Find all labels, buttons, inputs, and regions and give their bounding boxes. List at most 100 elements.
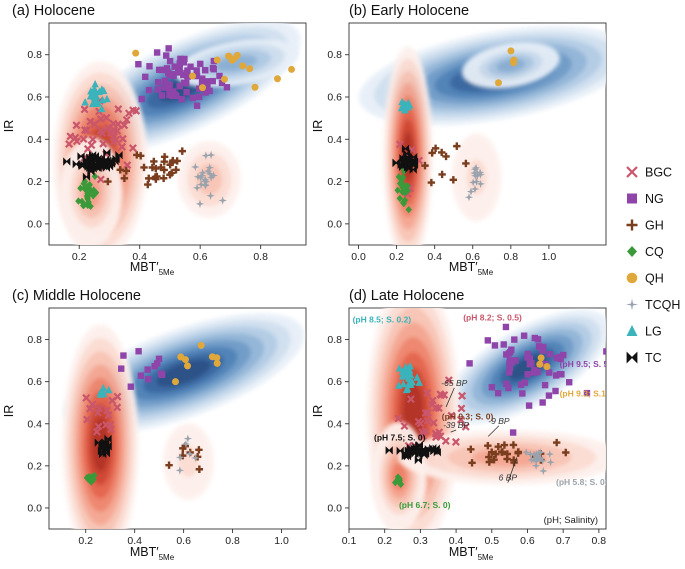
point-tcqh <box>536 448 545 457</box>
series-cq <box>394 164 412 214</box>
point-ng <box>558 371 565 378</box>
legend-marker-tcqh <box>626 298 638 311</box>
point-ng <box>545 392 553 399</box>
point-tcqh <box>531 461 541 470</box>
point-gh <box>514 449 522 457</box>
point-bgc <box>400 422 409 431</box>
point-bgc <box>86 117 95 126</box>
y-tick-label: 0.6 <box>327 92 342 104</box>
point-gh <box>137 152 145 160</box>
plot-content <box>53 23 301 245</box>
x-tick-label: 0.2 <box>78 535 93 547</box>
point-bgc <box>88 135 97 144</box>
point-tcqh <box>470 165 480 174</box>
point-bgc <box>102 113 111 122</box>
point-lg <box>92 99 101 107</box>
panel-c-y-axis-label: IR <box>2 405 16 418</box>
point-bgc <box>451 437 460 446</box>
point-bgc <box>421 408 430 417</box>
point-ng <box>505 384 512 392</box>
point-cq <box>397 480 405 488</box>
y-tick-label: 0.0 <box>327 218 342 230</box>
point-ng <box>509 429 517 436</box>
point-bgc <box>444 376 453 385</box>
point-tcqh <box>534 449 543 458</box>
x-tick-label: 0.6 <box>176 535 191 547</box>
point-tcqh <box>183 434 193 443</box>
point-tc <box>409 165 417 174</box>
point-ng <box>180 59 188 66</box>
legend-label-cq: CQ <box>645 245 664 259</box>
point-lg <box>402 385 411 394</box>
legend-marker-lg <box>626 325 638 336</box>
point-tc <box>72 160 80 169</box>
point-ng <box>466 360 473 367</box>
legend-label-lg: LG <box>645 325 662 339</box>
point-cq <box>85 473 92 481</box>
point-ng <box>552 387 559 395</box>
point-tcqh <box>526 449 535 459</box>
salinity-annotation: (pH 8.2; S. 0.5) <box>463 313 522 323</box>
point-ng <box>165 45 172 52</box>
point-qh <box>197 341 205 349</box>
panel-c-x-label-sub: 5Me <box>159 553 175 562</box>
point-ng <box>519 390 526 397</box>
point-bgc <box>104 411 113 420</box>
point-ng <box>173 92 180 100</box>
point-cq <box>399 173 407 182</box>
panel-a-plot: 0.2 0.4 0.6 0.8 0.0 0.2 0.4 0.6 0.8 <box>27 22 307 263</box>
density-red-1 <box>62 324 139 529</box>
panel-a-x-label-main: MBT′ <box>130 260 159 274</box>
point-tcqh <box>175 453 185 462</box>
legend-item-bgc: BGC <box>626 166 672 180</box>
axis-ticks: 0.2 0.4 0.6 0.8 1.0 0.0 0.2 0.4 0.6 0.8 <box>27 334 289 547</box>
point-ng <box>135 61 142 68</box>
density-level-2 <box>466 159 487 196</box>
x-tick-label: 0.2 <box>377 535 392 547</box>
point-lg <box>406 362 414 370</box>
x-tick-label: 0.8 <box>253 251 268 263</box>
point-bgc <box>65 139 74 148</box>
point-tcqh <box>206 191 215 200</box>
point-tc <box>407 159 415 168</box>
legend-marker-cq <box>627 246 637 257</box>
point-ng <box>135 348 142 355</box>
point-bgc <box>423 389 432 398</box>
point-ng <box>540 343 547 351</box>
point-bgc <box>101 420 110 429</box>
y-tick-label: 0.8 <box>327 49 342 61</box>
y-tick-label: 0.2 <box>27 460 42 472</box>
bp-label: -39 BP <box>443 420 469 430</box>
point-ng <box>180 71 187 79</box>
point-ng <box>216 72 223 80</box>
series-lg <box>96 383 113 398</box>
point-gh <box>172 166 180 174</box>
panel-a-x-axis-label: MBT′5Me <box>130 260 175 277</box>
series-tcqh <box>175 434 200 475</box>
legend-marker-gh <box>626 219 638 231</box>
point-cq <box>80 201 87 210</box>
point-qh <box>181 356 189 364</box>
point-ng <box>184 67 191 74</box>
panel-b: (b) Early Holocene 0.0 0.2 0.4 0.6 0.8 1.00.0… <box>311 3 607 277</box>
point-gh <box>104 177 112 186</box>
point-ng <box>199 75 206 82</box>
point-tcqh <box>206 150 216 160</box>
point-ng <box>520 332 528 339</box>
axis-ticks: 0.1 0.2 0.3 0.4 0.5 0.6 0.7 0.8 0.0 0.2 0.4 0.6 0.8 <box>327 334 606 547</box>
point-tc <box>385 446 393 455</box>
point-gh <box>179 444 187 452</box>
panel-b-plot: 0.0 0.2 0.4 0.6 0.8 1.0 0.0 0.2 0.4 0.6 0.8 <box>327 22 607 263</box>
point-cq <box>401 189 409 197</box>
point-bgc <box>458 391 467 400</box>
point-tcqh <box>527 455 536 465</box>
point-qh <box>184 362 192 370</box>
y-tick-label: 0.0 <box>27 218 42 230</box>
point-cq <box>90 186 97 194</box>
series-tc <box>385 441 441 465</box>
point-ng <box>154 79 162 86</box>
point-gh <box>492 450 500 458</box>
bp-leader <box>450 429 457 433</box>
point-bgc <box>394 414 403 423</box>
